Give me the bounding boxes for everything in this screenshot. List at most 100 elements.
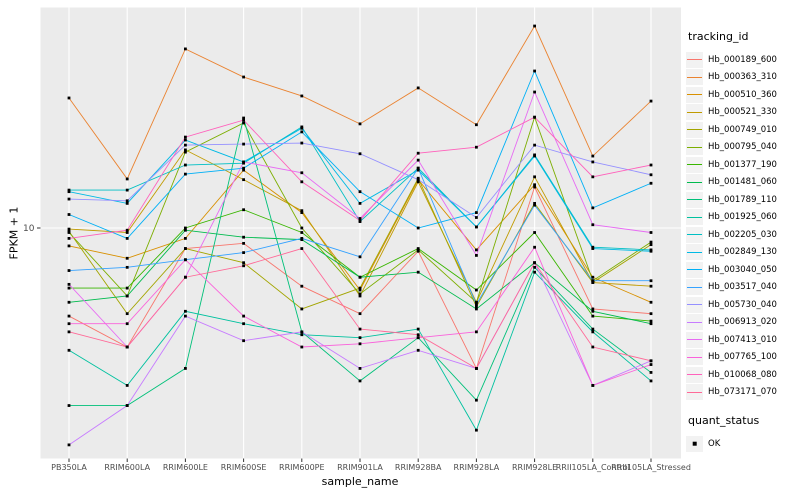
data-point [242, 75, 245, 79]
x-axis-title: sample_name [321, 475, 399, 488]
legend-line-swatch [687, 94, 702, 96]
data-point [300, 94, 304, 98]
legend-key-box [686, 384, 703, 401]
data-point [184, 172, 187, 176]
legend-item-Hb_000795_040: Hb_000795_040 [686, 139, 800, 157]
ok-square-marker-icon [692, 441, 697, 447]
data-point [300, 211, 304, 214]
data-point [533, 185, 536, 189]
data-point [67, 190, 71, 194]
data-point [416, 226, 420, 230]
legend-item-Hb_001925_060: Hb_001925_060 [686, 209, 800, 227]
data-point [358, 122, 362, 126]
legend-key-box [686, 279, 703, 296]
data-point [475, 367, 478, 370]
data-point [358, 367, 362, 370]
data-point [591, 309, 595, 313]
legend-item-label: Hb_003040_050 [708, 264, 777, 275]
legend-item-Hb_010068_080: Hb_010068_080 [686, 366, 800, 384]
data-point [184, 367, 187, 370]
legend-item-Hb_002205_030: Hb_002205_030 [686, 226, 800, 244]
data-point [125, 231, 129, 234]
legend-key-box [686, 244, 703, 261]
data-point [358, 327, 362, 331]
data-point [300, 180, 304, 184]
data-point [649, 359, 653, 363]
data-point [649, 312, 653, 316]
data-point [649, 99, 653, 103]
data-point [242, 142, 245, 146]
data-point [416, 166, 420, 170]
legend-items: Hb_000189_600 Hb_000363_310 Hb_000510_360 H… [686, 51, 800, 401]
data-point [67, 269, 71, 272]
data-point [67, 244, 71, 248]
legend-item-Hb_003040_050: Hb_003040_050 [686, 261, 800, 279]
data-point [649, 279, 653, 283]
data-point [300, 231, 304, 234]
legend-line-swatch [687, 339, 702, 341]
data-point [125, 237, 129, 240]
legend-item-label: Hb_073171_070 [708, 387, 777, 398]
legend-title-quant-status: quant_status [688, 414, 760, 427]
legend-item-label: Hb_005730_040 [708, 299, 777, 310]
data-point [242, 241, 245, 245]
legend-item-Hb_005730_040: Hb_005730_040 [686, 296, 800, 314]
data-point [591, 327, 595, 331]
data-point [475, 225, 478, 229]
data-point [184, 150, 187, 154]
data-point [358, 190, 362, 194]
data-point [242, 314, 245, 318]
data-point [300, 345, 304, 349]
data-point [475, 305, 478, 309]
data-point [358, 255, 362, 259]
legend-key-box [686, 86, 703, 103]
data-point [300, 209, 304, 213]
data-point [591, 314, 595, 318]
legend-key-box [686, 435, 703, 452]
legend-key-box [686, 174, 703, 191]
data-point [358, 201, 362, 205]
data-point [475, 145, 478, 149]
x-tick-label: RRIM600SE [221, 463, 267, 472]
data-point [300, 141, 304, 145]
x-tick-label: PB350LA [51, 463, 87, 472]
data-point [125, 199, 129, 203]
data-point [475, 288, 478, 292]
data-point [591, 223, 595, 227]
data-point [300, 307, 304, 311]
legend-title-tracking-id: tracking_id [688, 30, 749, 43]
data-point [358, 336, 362, 340]
data-point [475, 123, 478, 127]
data-point [358, 152, 362, 156]
data-point [125, 294, 129, 298]
legend-item-Hb_007413_010: Hb_007413_010 [686, 331, 800, 349]
legend-item-label: Hb_003517_040 [708, 282, 777, 293]
data-point [358, 342, 362, 346]
x-tick-label: RRIM901LA [337, 463, 383, 472]
data-point [416, 247, 420, 250]
data-point [533, 183, 536, 187]
legend-line-swatch [687, 251, 702, 253]
data-point [242, 166, 245, 170]
data-point [300, 330, 304, 334]
legend-item-Hb_007765_100: Hb_007765_100 [686, 349, 800, 367]
data-point [533, 245, 536, 249]
legend-item-Hb_000749_010: Hb_000749_010 [686, 121, 800, 139]
legend-item-Hb_001789_110: Hb_001789_110 [686, 191, 800, 209]
legend-key-box [686, 296, 703, 313]
legend-line-swatch [687, 286, 702, 288]
data-point [649, 371, 653, 374]
data-point [591, 330, 595, 334]
data-point [416, 180, 420, 184]
data-point [649, 322, 653, 326]
data-point [649, 231, 653, 234]
data-point [533, 201, 536, 205]
legend-key-box [686, 121, 703, 138]
data-point [242, 264, 245, 268]
data-point [300, 247, 304, 250]
data-point [125, 265, 129, 269]
legend-key-box [686, 261, 703, 278]
data-point [416, 270, 420, 274]
data-point [533, 90, 536, 94]
